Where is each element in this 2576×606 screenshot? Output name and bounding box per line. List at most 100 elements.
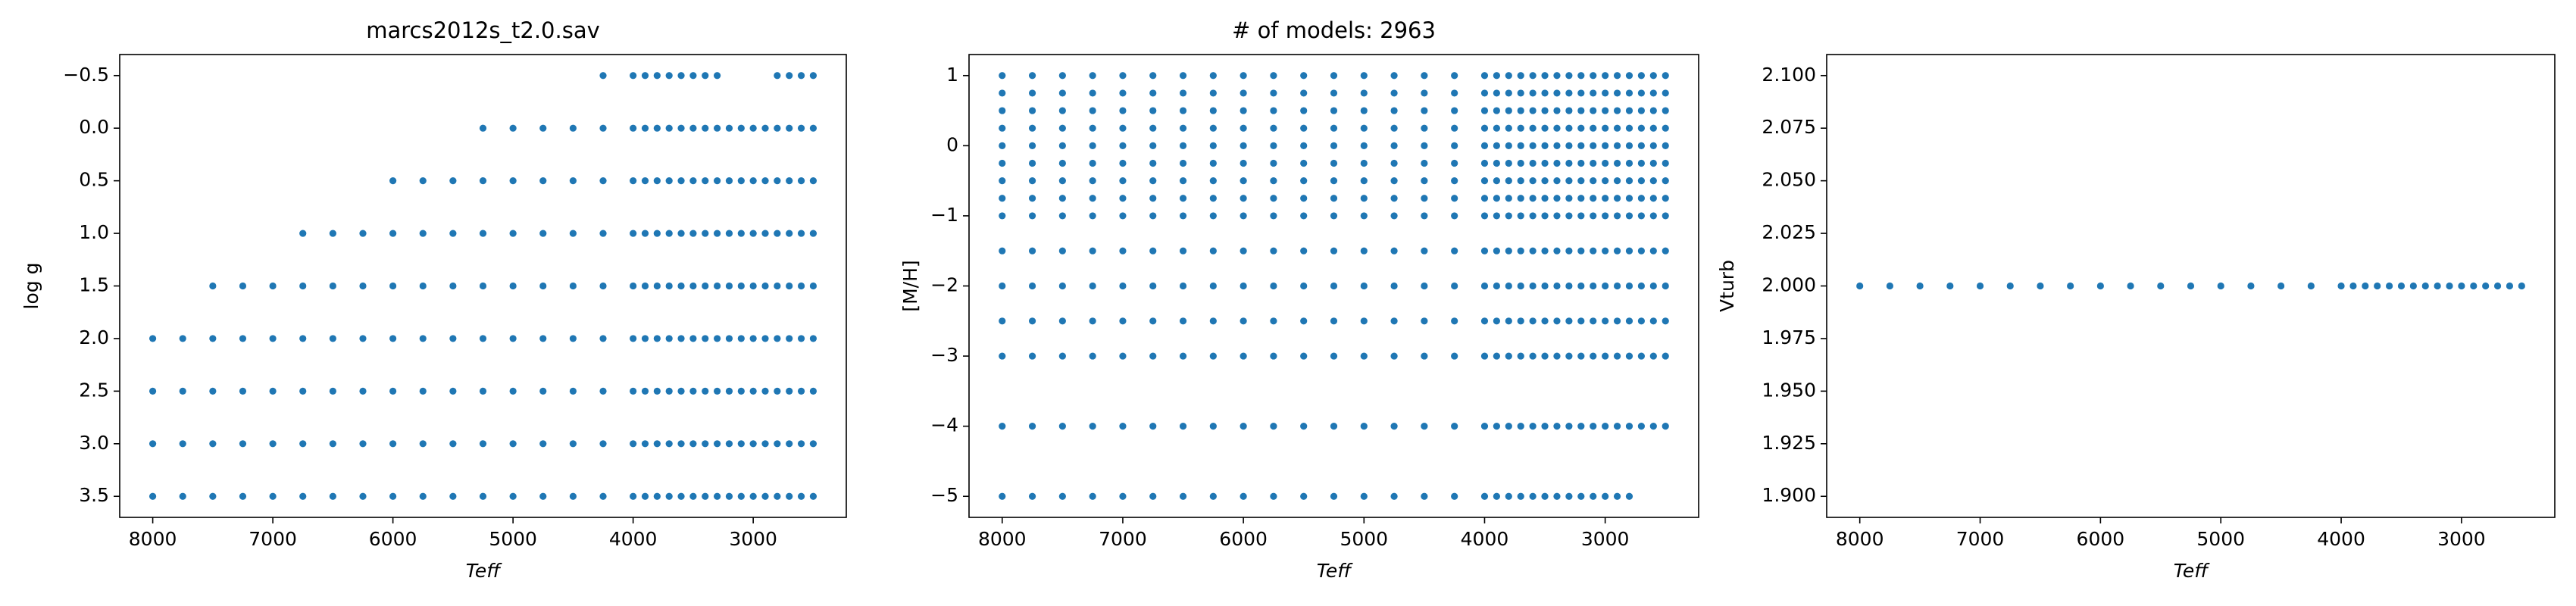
point (1517, 89, 1524, 97)
point (1209, 72, 1217, 80)
point (630, 72, 637, 80)
point (774, 230, 781, 237)
point (419, 230, 427, 237)
point (1089, 282, 1096, 290)
point (999, 142, 1006, 149)
y-tick-label: 1.900 (1762, 484, 1816, 506)
point (1300, 423, 1308, 430)
point (2518, 282, 2525, 290)
point (1209, 89, 1217, 97)
point (2506, 282, 2514, 290)
point (689, 282, 697, 290)
point (702, 335, 709, 342)
point (1553, 195, 1561, 202)
point (749, 230, 757, 237)
point (479, 335, 487, 342)
point (389, 387, 397, 395)
point (653, 124, 661, 132)
point (1613, 212, 1621, 220)
point (599, 492, 607, 500)
point (1517, 423, 1524, 430)
point (1529, 423, 1537, 430)
point (269, 387, 277, 395)
point (1625, 317, 1633, 325)
point (2458, 282, 2465, 290)
point (1613, 317, 1621, 325)
y-tick-label: 3.0 (79, 432, 109, 454)
point (1451, 159, 1458, 167)
point (1505, 352, 1512, 360)
point (1300, 177, 1308, 185)
point (1577, 124, 1585, 132)
point (630, 282, 637, 290)
point (599, 177, 607, 185)
point (1240, 423, 1247, 430)
point (641, 230, 649, 237)
point (509, 440, 517, 448)
point (1613, 107, 1621, 114)
point (1553, 72, 1561, 80)
point (1179, 352, 1187, 360)
x-tick-label: 6000 (1219, 528, 1268, 550)
point (1590, 352, 1597, 360)
point (1028, 159, 1036, 167)
point (2482, 282, 2490, 290)
point (1149, 124, 1157, 132)
point (774, 440, 781, 448)
point (786, 124, 793, 132)
point (1028, 72, 1036, 80)
point (1602, 247, 1609, 255)
point (1541, 89, 1549, 97)
point (1179, 317, 1187, 325)
point (539, 282, 547, 290)
point (774, 492, 781, 500)
point (1270, 212, 1277, 220)
point (786, 230, 793, 237)
y-tick-label: 0.5 (79, 169, 109, 191)
point (1421, 247, 1428, 255)
point (509, 230, 517, 237)
point (1590, 107, 1597, 114)
point (786, 177, 793, 185)
point (509, 124, 517, 132)
point (1493, 282, 1500, 290)
point (1637, 177, 1645, 185)
point (599, 230, 607, 237)
point (761, 282, 769, 290)
point (1300, 247, 1308, 255)
point (713, 230, 721, 237)
point (1179, 423, 1187, 430)
point (665, 72, 673, 80)
point (1602, 107, 1609, 114)
point (1505, 212, 1512, 220)
point (2187, 282, 2195, 290)
point (269, 492, 277, 500)
point (1149, 282, 1157, 290)
point (725, 230, 733, 237)
point (1119, 282, 1127, 290)
point (1577, 282, 1585, 290)
point (797, 282, 805, 290)
point (1240, 282, 1247, 290)
point (1209, 159, 1217, 167)
x-tick-label: 3000 (729, 528, 777, 550)
point (1505, 124, 1512, 132)
point (1541, 492, 1549, 500)
point (1058, 177, 1066, 185)
point (179, 492, 186, 500)
point (1529, 352, 1537, 360)
point (1058, 492, 1066, 500)
x-tick-label: 8000 (129, 528, 177, 550)
y-tick-label: 2.5 (79, 379, 109, 401)
point (653, 335, 661, 342)
point (1649, 159, 1657, 167)
point (1565, 282, 1573, 290)
point (1541, 177, 1549, 185)
point (1179, 159, 1187, 167)
point (1649, 72, 1657, 80)
point (1637, 212, 1645, 220)
point (999, 317, 1006, 325)
point (797, 124, 805, 132)
point (1590, 89, 1597, 97)
point (1577, 142, 1585, 149)
